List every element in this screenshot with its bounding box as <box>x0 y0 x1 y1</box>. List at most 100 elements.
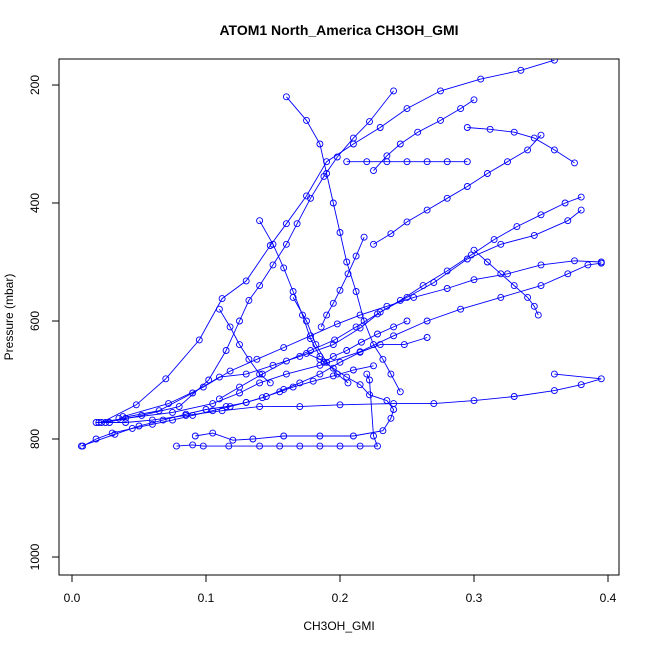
data-point <box>357 338 365 346</box>
series-line-12 <box>286 96 401 393</box>
data-point <box>229 436 237 444</box>
series-line-16 <box>467 127 575 164</box>
chart-title: ATOM1 North_America CH3OH_GMI <box>219 22 458 38</box>
series-line-14 <box>373 134 542 245</box>
data-point <box>390 87 398 95</box>
data-point <box>513 223 521 231</box>
data-point <box>537 261 545 269</box>
data-point <box>457 305 465 313</box>
x-tick-label: 0.2 <box>332 591 349 605</box>
data-point <box>383 152 391 160</box>
data-point <box>276 442 284 450</box>
data-point <box>352 323 360 331</box>
data-point <box>504 270 511 278</box>
data-point <box>483 258 491 266</box>
data-point <box>266 379 274 387</box>
data-point <box>550 387 558 395</box>
data-point <box>376 341 384 349</box>
data-point <box>443 285 451 292</box>
data-point <box>336 229 344 236</box>
series-line-11 <box>219 196 582 400</box>
data-point <box>106 419 113 426</box>
data-point <box>226 367 234 375</box>
data-point <box>316 140 324 148</box>
data-point <box>242 370 250 378</box>
series-line-1 <box>82 365 374 447</box>
series-line-4 <box>176 373 379 447</box>
data-point <box>256 379 264 387</box>
data-point <box>148 420 156 428</box>
data-point <box>419 282 427 290</box>
data-point <box>77 442 85 450</box>
data-point <box>497 270 505 278</box>
data-point <box>370 341 377 349</box>
x-axis: 0.0 0.1 0.2 0.3 0.4 <box>64 575 617 605</box>
data-point <box>366 376 373 384</box>
data-point <box>374 330 381 338</box>
data-point <box>497 240 505 248</box>
data-point <box>258 394 266 402</box>
data-point <box>296 442 304 450</box>
data-point <box>280 344 288 352</box>
data-point <box>349 134 357 142</box>
series-line-13 <box>473 249 539 316</box>
data-point <box>242 398 250 406</box>
data-point <box>396 296 404 304</box>
data-point <box>333 370 341 378</box>
data-point <box>316 432 324 440</box>
data-point <box>387 370 395 378</box>
data-point <box>483 170 491 177</box>
data-point <box>191 432 199 440</box>
data-point <box>253 355 261 363</box>
data-point <box>225 442 233 450</box>
data-point <box>403 158 411 166</box>
data-point <box>577 381 585 389</box>
series-line-9 <box>118 209 582 419</box>
data-point <box>309 377 317 385</box>
data-point <box>349 432 357 440</box>
data-point <box>597 375 605 383</box>
data-point <box>477 75 485 83</box>
data-point <box>249 435 257 443</box>
data-point <box>363 370 371 378</box>
data-point <box>390 332 398 340</box>
data-point <box>289 293 297 301</box>
data-point <box>92 435 100 443</box>
data-point <box>344 379 352 387</box>
data-point <box>222 403 230 411</box>
data-point <box>307 194 314 202</box>
data-point <box>132 401 140 409</box>
data-point <box>344 270 352 278</box>
data-point <box>258 370 266 378</box>
data-point <box>564 270 572 278</box>
data-point <box>303 317 310 325</box>
data-point <box>303 116 310 124</box>
data-point <box>597 258 605 266</box>
data-point <box>510 128 518 136</box>
data-point <box>215 373 223 381</box>
data-point <box>383 397 391 405</box>
data-point <box>423 317 431 325</box>
data-point <box>457 105 465 113</box>
data-point <box>218 407 226 415</box>
x-tick-label: 0.3 <box>466 591 483 605</box>
data-point <box>504 158 511 166</box>
series-line-5 <box>96 373 602 423</box>
data-point <box>98 419 105 426</box>
data-point <box>236 383 243 391</box>
data-point <box>329 364 337 372</box>
data-point <box>119 413 127 421</box>
data-point <box>530 302 538 310</box>
series-line-3 <box>195 352 395 441</box>
data-point <box>400 341 408 349</box>
data-point <box>410 293 418 301</box>
data-point <box>111 430 119 438</box>
data-point <box>366 118 373 126</box>
data-point <box>331 336 339 344</box>
data-point <box>280 432 288 440</box>
data-point <box>329 199 337 207</box>
data-point <box>370 167 377 175</box>
data-point <box>329 299 337 307</box>
data-point <box>530 231 538 239</box>
